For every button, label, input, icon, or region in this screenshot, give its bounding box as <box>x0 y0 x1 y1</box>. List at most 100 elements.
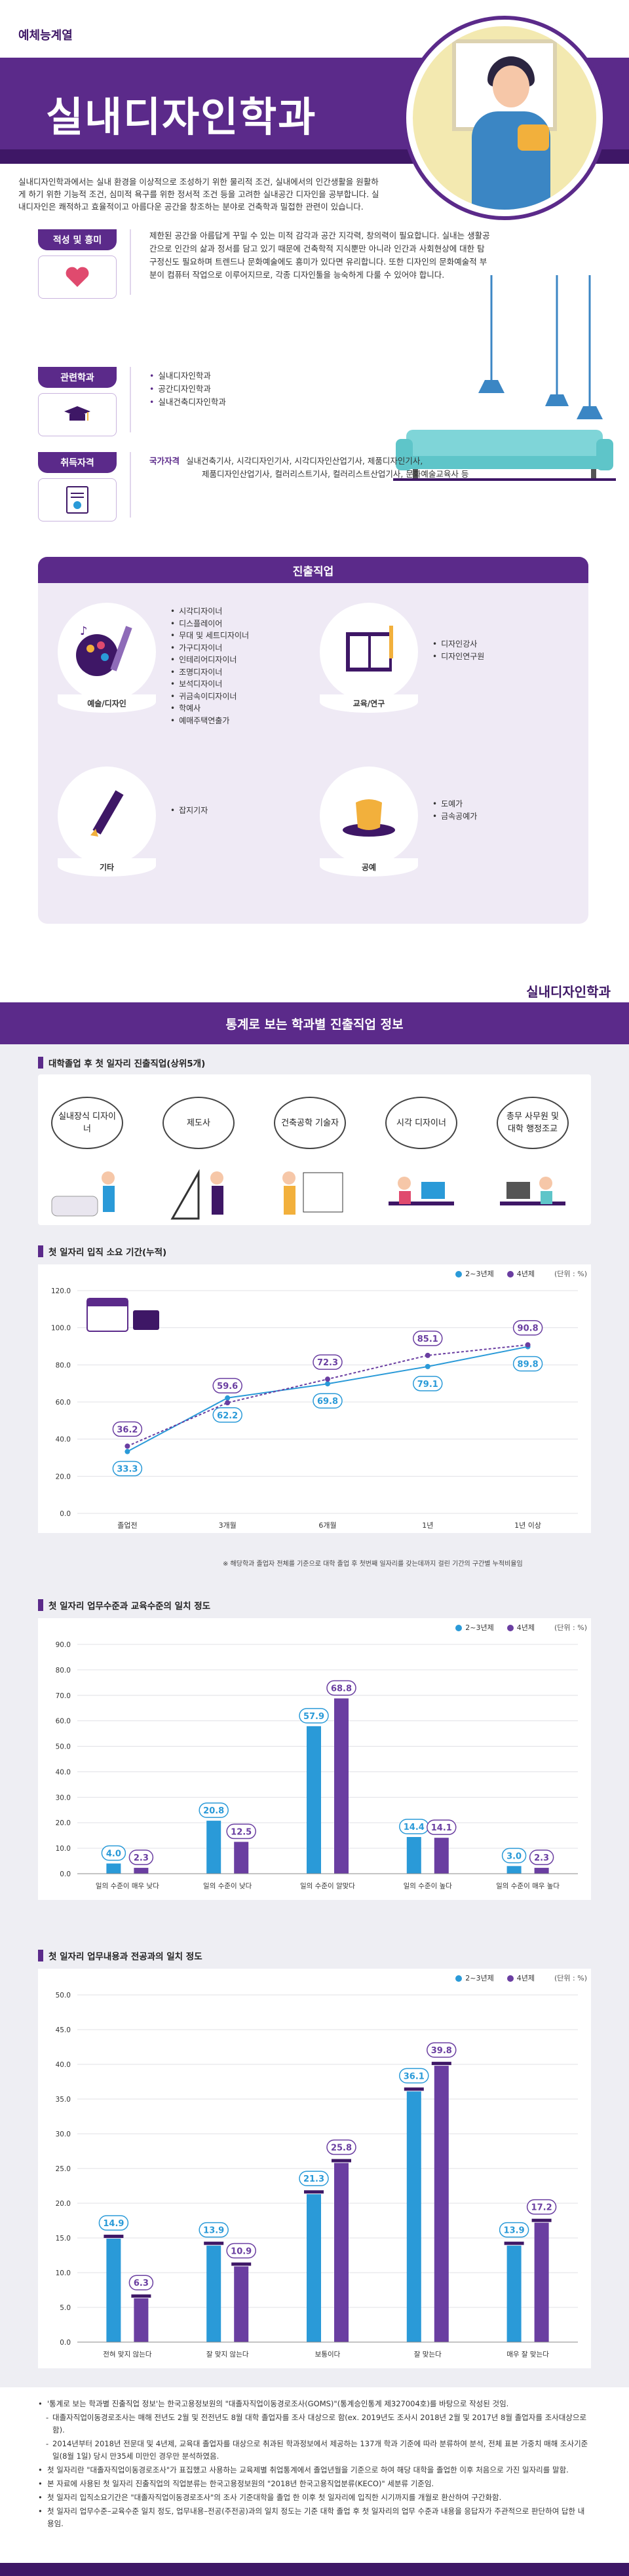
data-label-bg <box>199 1802 229 1818</box>
license-kind: 국가자격 <box>149 456 180 466</box>
license-line-2: 제품디자인산업기사, 컬러리스트기사, 컬러리스트산업기사, 문화예술교육사 등 <box>202 469 469 479</box>
data-label: 72.3 <box>317 1358 338 1368</box>
y-tick-label: 50.0 <box>56 1992 71 1999</box>
graduation-cap-icon <box>431 2062 451 2066</box>
career-job: 잡지기자 <box>170 805 208 817</box>
unit-label: (단위 : %) <box>554 1974 587 1982</box>
data-label: 13.9 <box>504 2226 525 2236</box>
data-label: 6.3 <box>134 2279 149 2288</box>
data-label: 4.0 <box>106 1849 121 1859</box>
job-bubble: 제도사 <box>162 1097 235 1149</box>
line-chart: 0.0 20.0 40.0 60.0 80.0 100.0 120.0 졸업전 3개월 6개월 1년… <box>38 1264 591 1533</box>
data-label-bg <box>501 1847 527 1864</box>
related-item: 공간디자인학과 <box>149 383 608 396</box>
bar <box>406 2091 421 2342</box>
career-job: 디스플레이어 <box>170 618 249 630</box>
career-group-label: 기타 <box>58 858 156 877</box>
x-tick-label: 일의 수준이 높다 <box>404 1882 453 1890</box>
heart-icon <box>38 256 117 299</box>
career-group-education: 교육/연구 디자인강사 디자인연구원 <box>320 603 582 740</box>
y-tick-label: 0.0 <box>60 2339 71 2347</box>
bar <box>234 1842 249 1874</box>
y-tick-label: 20.0 <box>56 1473 71 1481</box>
bar <box>206 1821 221 1874</box>
y-tick-label: 120.0 <box>51 1287 71 1295</box>
bar <box>406 1837 421 1874</box>
career-job: 인테리어디자이너 <box>170 654 249 666</box>
top-jobs-title-text: 대학졸업 후 첫 일자리 진출직업(상위5개) <box>48 1059 206 1069</box>
related-list: 실내디자인학과 공간디자인학과 실내건축디자인학과 <box>149 369 608 409</box>
y-tick-label: 25.0 <box>56 2165 71 2173</box>
drafter-figure <box>170 1169 223 1220</box>
data-label: 13.9 <box>203 2226 224 2236</box>
graduation-cap-icon <box>204 2241 224 2245</box>
data-label-bg <box>226 2243 256 2259</box>
chart2-title: 첫 일자리 업무수준과 교육수준의 일치 정도 <box>38 1599 210 1612</box>
engineer-figure <box>282 1171 343 1215</box>
bar-chart-level: 0.0 10.0 20.0 30.0 40.0 50.0 60.0 70.0 80.0 90.0 일… <box>38 1618 591 1900</box>
license-section: 취득자격 국가자격 실내건축기사, 시각디자인기사, 시각디자인산업기사, 제품디… <box>38 452 588 531</box>
data-label: 10.9 <box>231 2246 252 2256</box>
legend-label: 2~3년제 <box>465 1623 494 1632</box>
y-tick-label: 100.0 <box>51 1325 71 1333</box>
svg-text:♪: ♪ <box>80 624 88 638</box>
license-label: 취득자격 <box>38 452 117 473</box>
graduation-cap-icon <box>131 2294 151 2298</box>
data-label: 17.2 <box>531 2203 552 2213</box>
x-tick-label: 전혀 맞지 않는다 <box>103 2351 152 2358</box>
legend-item-a: 2~3년제 <box>455 1268 494 1279</box>
dept-tag: 실내디자인학과 <box>526 984 611 1000</box>
x-tick-label: 3개월 <box>219 1521 237 1530</box>
data-label: 2.3 <box>134 1853 149 1863</box>
divider <box>130 229 131 295</box>
x-tick-label: 잘 맞는다 <box>414 2351 442 2358</box>
bar <box>534 1868 549 1874</box>
career-job-list: 잡지기자 <box>170 805 208 817</box>
interior-illustration <box>393 275 616 481</box>
data-label: 14.1 <box>431 1823 452 1833</box>
y-tick-label: 30.0 <box>56 1794 71 1802</box>
data-point <box>124 1443 130 1449</box>
data-label-bg <box>128 1849 154 1865</box>
y-tick-label: 60.0 <box>56 1718 71 1726</box>
data-label-bg <box>499 2222 529 2238</box>
career-group-label: 교육/연구 <box>320 694 418 713</box>
data-label: 57.9 <box>303 1712 324 1722</box>
career-job-list: 시각디자이너 디스플레이어 무대 및 세트디자이너 가구디자이너 인테리어디자이… <box>170 605 249 727</box>
footnote-item: 2014년부터 2018년 전문대 및 4년제, 교육대 졸업자를 대상으로 취… <box>38 2438 591 2463</box>
footnote-item: 첫 일자리 입직소요기간은 "대졸자직업이동경로조사"의 조사 기준대학을 졸업… <box>38 2491 591 2504</box>
chart1-note: ※ 해당학과 졸업자 전체를 기준으로 대학 졸업 후 첫번째 일자리를 갖는데… <box>223 1561 523 1568</box>
data-label-bg <box>299 1708 329 1724</box>
y-tick-label: 5.0 <box>60 2304 71 2312</box>
person-head-illustration <box>493 66 529 107</box>
y-tick-label: 0.0 <box>60 1510 71 1518</box>
data-label: 89.8 <box>518 1360 539 1370</box>
bar <box>434 1838 449 1874</box>
data-label-bg <box>101 1845 126 1861</box>
career-job: 디자인강사 <box>432 638 484 651</box>
page-title: 실내디자인학과 <box>46 93 317 141</box>
y-tick-label: 10.0 <box>56 1845 71 1853</box>
job-bubble: 총무 사무원 및 대학 행정조교 <box>497 1097 569 1149</box>
aptitude-section: 적성 및 흥미 제한된 공간을 아름답게 꾸밀 수 있는 미적 감각과 공간 지… <box>38 229 588 314</box>
chart3: 2~3년제 4년제 (단위 : %) 0.0 5.0 10.0 15.0 20.0 25.… <box>38 1969 591 2375</box>
data-label-bg <box>313 1354 343 1370</box>
x-tick-label: 일의 수준이 낮다 <box>203 1882 252 1890</box>
legend-item-b: 4년제 <box>506 1973 535 1983</box>
graduation-cap-icon <box>304 2190 324 2194</box>
title-bar <box>38 1057 43 1069</box>
aptitude-label: 적성 및 흥미 <box>38 229 117 250</box>
aptitude-text: 제한된 공간을 아름답게 꾸밀 수 있는 미적 감각과 공간 지각력, 창의력이… <box>149 231 490 280</box>
x-tick-label: 6개월 <box>318 1521 336 1530</box>
career-job: 학예사 <box>170 702 249 715</box>
y-tick-label: 40.0 <box>56 1768 71 1776</box>
x-tick-label: 일의 수준이 알맞다 <box>300 1882 355 1890</box>
career-job: 보석디자이너 <box>170 678 249 691</box>
legend-item-b: 4년제 <box>506 1268 535 1279</box>
chart1: 2~3년제 4년제 (단위 : %) 0.0 20.0 40.0 60.0 80.0 10… <box>38 1264 591 1540</box>
calendar-icon <box>86 1298 159 1332</box>
data-label: 14.9 <box>103 2219 124 2229</box>
career-job-list: 디자인강사 디자인연구원 <box>432 638 484 662</box>
bar <box>106 2239 121 2342</box>
pottery-icon <box>320 767 418 865</box>
